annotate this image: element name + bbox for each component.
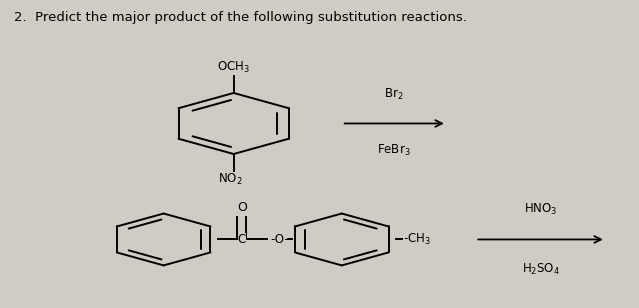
Text: NO$_2$: NO$_2$	[218, 172, 243, 187]
Text: OCH$_3$: OCH$_3$	[217, 59, 250, 75]
Text: Br$_2$: Br$_2$	[384, 87, 404, 102]
Text: -CH$_3$: -CH$_3$	[403, 232, 431, 247]
Text: H$_2$SO$_4$: H$_2$SO$_4$	[522, 262, 560, 278]
Text: O: O	[237, 201, 247, 214]
Text: FeBr$_3$: FeBr$_3$	[377, 143, 411, 158]
Text: 2.  Predict the major product of the following substitution reactions.: 2. Predict the major product of the foll…	[14, 10, 467, 23]
Text: HNO$_3$: HNO$_3$	[524, 201, 558, 217]
Text: -O-: -O-	[270, 233, 289, 246]
Text: C: C	[238, 233, 246, 246]
